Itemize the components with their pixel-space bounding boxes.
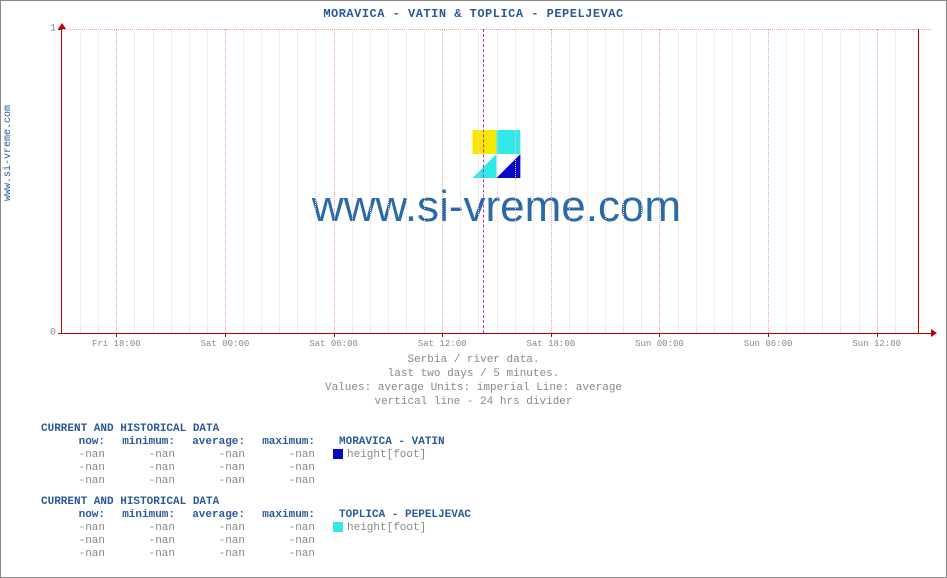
series-label: height[foot]: [347, 449, 426, 461]
x-tick-label: Fri 18:00: [92, 339, 141, 349]
table-cell: -nan: [41, 548, 111, 561]
divider-24hrs: [483, 29, 484, 333]
table-cell: -nan: [111, 535, 181, 548]
table-header: minimum:: [111, 509, 181, 522]
table-row: -nan-nan-nan-nan: [41, 475, 451, 488]
table-cell: -nan: [251, 475, 321, 488]
table-cell: -nan: [41, 462, 111, 475]
table-cell: -nan: [251, 548, 321, 561]
table-header: minimum:: [111, 436, 181, 449]
table-cell: -nan: [251, 522, 321, 535]
table-cell: -nan: [251, 449, 321, 462]
table-header: average:: [181, 436, 251, 449]
x-tick-label: Sat 12:00: [418, 339, 467, 349]
table-row: -nan-nan-nan-nan: [41, 535, 477, 548]
table-title: CURRENT AND HISTORICAL DATA: [41, 423, 477, 436]
x-axis-arrow: [931, 329, 937, 337]
table-cell: -nan: [111, 462, 181, 475]
data-tables: CURRENT AND HISTORICAL DATAnow:minimum:a…: [41, 423, 477, 569]
table-row: -nan-nan-nan-nan: [41, 462, 451, 475]
site-url-vertical: www.si-vreme.com: [3, 105, 14, 201]
table-cell: -nan: [181, 475, 251, 488]
caption-line-2: last two days / 5 minutes.: [1, 367, 946, 381]
x-tick-label: Sat 18:00: [527, 339, 576, 349]
table-header: maximum:: [251, 509, 321, 522]
data-table: CURRENT AND HISTORICAL DATAnow:minimum:a…: [41, 423, 477, 488]
x-tick-label: Sat 00:00: [201, 339, 250, 349]
chart-title: MORAVICA - VATIN & TOPLICA - PEPELJEVAC: [1, 7, 946, 21]
table-cell: -nan: [111, 548, 181, 561]
series-swatch: [333, 449, 343, 459]
table-row: -nan-nan-nan-nanheight[foot]: [41, 522, 477, 535]
table-cell: -nan: [181, 462, 251, 475]
station-name: MORAVICA - VATIN: [321, 436, 451, 449]
y-tick-label: 1: [50, 24, 56, 35]
caption-line-1: Serbia / river data.: [1, 353, 946, 367]
table-cell: -nan: [111, 522, 181, 535]
series-swatch: [333, 522, 343, 532]
y-tick-label: 0: [50, 328, 56, 339]
x-tick-label: Sun 06:00: [744, 339, 793, 349]
table-header: maximum:: [251, 436, 321, 449]
table-row: -nan-nan-nan-nanheight[foot]: [41, 449, 451, 462]
data-end-marker: [918, 29, 919, 333]
station-name: TOPLICA - PEPELJEVAC: [321, 509, 477, 522]
table-cell: -nan: [251, 462, 321, 475]
table-cell: -nan: [41, 535, 111, 548]
table-cell: -nan: [181, 548, 251, 561]
series-label: height[foot]: [347, 522, 426, 534]
data-table: CURRENT AND HISTORICAL DATAnow:minimum:a…: [41, 496, 477, 561]
table-cell: -nan: [251, 535, 321, 548]
table-row: -nan-nan-nan-nan: [41, 548, 477, 561]
table-cell: -nan: [181, 449, 251, 462]
table-cell: -nan: [111, 449, 181, 462]
chart-plot-area: www.si-vreme.com 01Fri 18:00Sat 00:00Sat…: [61, 29, 931, 334]
table-cell: -nan: [181, 522, 251, 535]
table-cell: -nan: [41, 449, 111, 462]
table-header: average:: [181, 509, 251, 522]
table-header: now:: [41, 509, 111, 522]
table-cell: -nan: [41, 522, 111, 535]
x-tick-label: Sat 06:00: [309, 339, 358, 349]
x-tick-label: Sun 00:00: [635, 339, 684, 349]
table-cell: -nan: [181, 535, 251, 548]
caption-line-3: Values: average Units: imperial Line: av…: [1, 381, 946, 395]
caption-line-4: vertical line - 24 hrs divider: [1, 395, 946, 409]
table-cell: -nan: [41, 475, 111, 488]
table-cell: -nan: [111, 475, 181, 488]
table-title: CURRENT AND HISTORICAL DATA: [41, 496, 477, 509]
x-tick-label: Sun 12:00: [852, 339, 901, 349]
table-header: now:: [41, 436, 111, 449]
